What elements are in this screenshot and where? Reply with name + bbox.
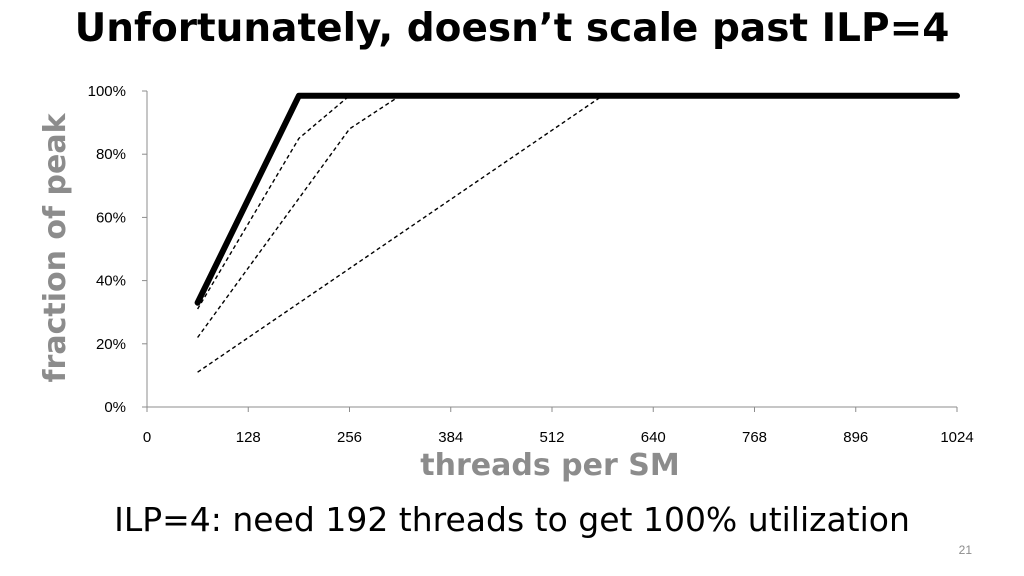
x-axis-title: threads per SM — [420, 448, 679, 483]
series-line-3 — [197, 94, 957, 338]
x-tick-label: 768 — [742, 429, 767, 446]
x-tick-label: 896 — [843, 429, 868, 446]
y-tick-label: 100% — [88, 83, 126, 100]
y-axis-title: fraction of peak — [38, 112, 73, 382]
x-tick-label: 256 — [337, 429, 362, 446]
x-tick-label: 1024 — [940, 429, 973, 446]
chart-tick-labels: 0% 20% 40% 60% 80% 100% 0 128 256 384 512 640 768 896… — [88, 83, 974, 446]
series-line-2 — [196, 94, 957, 310]
series-line-1 — [194, 92, 960, 306]
x-tick-label: 512 — [539, 429, 564, 446]
y-tick-label: 0% — [104, 399, 126, 416]
y-tick-label: 80% — [96, 146, 126, 163]
page-number: 21 — [958, 543, 972, 557]
y-tick-label: 40% — [96, 273, 126, 290]
x-tick-label: 0 — [143, 429, 151, 446]
x-tick-label: 640 — [641, 429, 666, 446]
slide-title: Unfortunately, doesn’t scale past ILP=4 — [74, 6, 950, 51]
y-tick-label: 20% — [96, 336, 126, 353]
slide-caption: ILP=4: need 192 threads to get 100% util… — [114, 500, 910, 539]
chart-axes — [142, 90, 958, 412]
series-line-4 — [197, 94, 957, 373]
chart-series — [194, 92, 960, 373]
y-tick-label: 60% — [96, 209, 126, 226]
x-tick-label: 384 — [438, 429, 463, 446]
x-tick-label: 128 — [236, 429, 261, 446]
